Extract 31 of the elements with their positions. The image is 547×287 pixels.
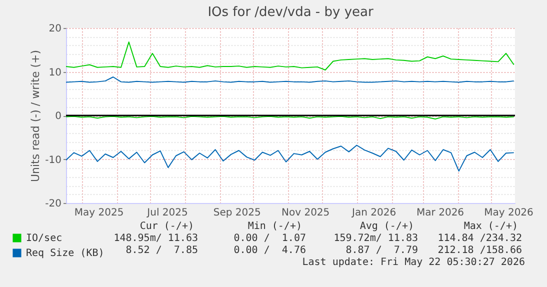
line-series [66,42,514,70]
x-tick-label: Sep 2025 [213,208,261,218]
text: 0.00 / 1.07 [234,233,306,244]
x-tick-label: Jan 2026 [351,208,396,218]
x-tick-label: Jul 2025 [146,208,188,218]
text: 114.84 /234.32 [438,233,522,244]
text: 8.52 / 7.85 [126,245,198,256]
y-tick-label: -10 [45,154,62,166]
text: 212.18 /158.66 [438,245,522,256]
text: Min (-/+) [248,221,302,232]
y-tick-label: -20 [45,198,62,210]
legend-label: IO/sec [26,233,62,244]
text: 148.95m/ 11.63 [114,233,198,244]
text: 159.72m/ 11.83 [334,233,418,244]
text: Avg (-/+) [360,221,414,232]
text: Last update: Fri May 22 05:30:27 2026 [302,257,525,268]
x-tick-label: Mar 2026 [416,208,464,218]
x-tick-label: May 2025 [74,208,124,218]
x-tick-label: May 2026 [484,208,534,218]
line-series [66,144,514,172]
x-tick-label: Nov 2025 [282,208,330,218]
y-axis-title: Units read (-) / write (+) [29,50,42,182]
text: 0.00 / 4.76 [234,245,306,256]
y-tick-label: 20 [48,24,62,34]
text: 8.87 / 7.79 [346,245,418,256]
text: Max (-/+) [464,221,518,232]
legend-label: Req Size (KB) [26,248,104,259]
text: Cur (-/+) [140,221,194,232]
y-tick-label: 10 [48,67,62,78]
chart-title: IOs for /dev/vda - by year [208,5,374,20]
y-tick-label: 0 [55,111,62,122]
